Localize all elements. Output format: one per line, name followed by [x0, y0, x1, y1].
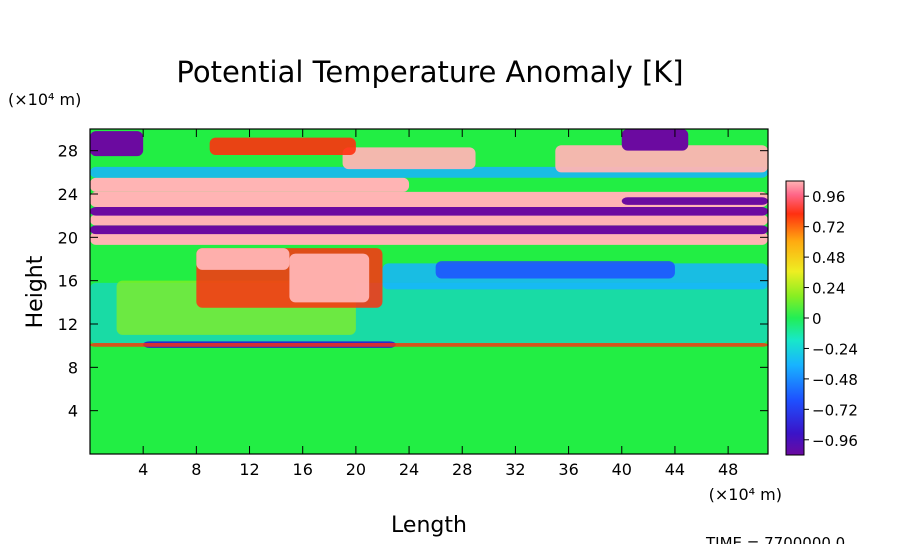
heatmap-band	[90, 177, 410, 192]
heatmap-band	[621, 129, 689, 151]
y-axis-label: Height	[23, 255, 48, 328]
heatmap-band	[90, 225, 768, 235]
x-tick-label: 28	[452, 460, 472, 479]
heatmap-band	[289, 253, 370, 303]
y-tick-label: 16	[58, 272, 78, 291]
x-tick-label: 4	[138, 460, 148, 479]
colorbar-tick-label: 0.24	[812, 280, 845, 298]
x-axis: 4 8 12 16 20 24 28 32 36 40 44 48	[138, 129, 738, 479]
y-axis: 4 8 12 16 20 24 28	[58, 142, 768, 421]
y-tick-label: 24	[58, 185, 78, 204]
x-axis-label: Length	[391, 513, 467, 538]
heatmap-band	[209, 137, 356, 155]
y-tick-label: 8	[68, 358, 78, 377]
x-tick-label: 36	[558, 460, 578, 479]
heatmap-band	[90, 342, 768, 347]
plot-area	[89, 128, 769, 455]
heatmap-band	[342, 147, 476, 170]
heatmap-band	[90, 214, 768, 226]
heatmap-band	[555, 145, 768, 173]
x-tick-label: 16	[293, 460, 313, 479]
y-tick-label: 28	[58, 142, 78, 161]
y-tick-label: 4	[68, 402, 78, 421]
chart-title: Potential Temperature Anomaly [K]	[176, 55, 683, 89]
x-tick-label: 24	[399, 460, 419, 479]
heatmap-band	[90, 231, 768, 245]
heatmap-band	[90, 131, 144, 157]
colorbar-tick-label: 0	[812, 310, 822, 328]
plot-frame	[89, 128, 769, 455]
colorbar-tick-label: −0.96	[812, 432, 858, 450]
heatmap-bands	[90, 129, 768, 348]
heatmap-band	[90, 207, 768, 216]
x-unit-label: (×10⁴ m)	[709, 485, 782, 504]
x-tick-label: 48	[718, 460, 738, 479]
heatmap-band	[196, 248, 290, 270]
y-unit-label: (×10⁴ m)	[8, 90, 81, 109]
y-tick-label: 20	[58, 228, 78, 247]
x-tick-label: 8	[191, 460, 201, 479]
heatmap-band	[621, 197, 768, 205]
colorbar-tick-label: −0.48	[812, 371, 858, 389]
colorbar-tick-label: −0.24	[812, 340, 858, 358]
colorbar-ticks: 0.96 0.72 0.48 0.24 0 −0.24 −0.48 −0.72 −0.96	[804, 188, 858, 450]
colorbar-tick-label: 0.48	[812, 249, 845, 267]
x-tick-label: 20	[346, 460, 366, 479]
x-tick-label: 32	[505, 460, 525, 479]
colorbar-tick-label: 0.96	[812, 188, 845, 206]
y-tick-label: 12	[58, 315, 78, 334]
heatmap-band	[435, 261, 675, 279]
x-tick-label: 12	[239, 460, 259, 479]
colorbar-tick-label: −0.72	[812, 401, 858, 419]
x-tick-label: 44	[665, 460, 685, 479]
colorbar-gradient	[785, 180, 805, 456]
colorbar: 0.96 0.72 0.48 0.24 0 −0.24 −0.48 −0.72 −0.96	[785, 180, 858, 456]
heatmap-band	[90, 191, 768, 207]
colorbar-tick-label: 0.72	[812, 219, 845, 237]
time-label: TIME = 7700000.0	[705, 534, 845, 544]
x-tick-label: 40	[612, 460, 632, 479]
